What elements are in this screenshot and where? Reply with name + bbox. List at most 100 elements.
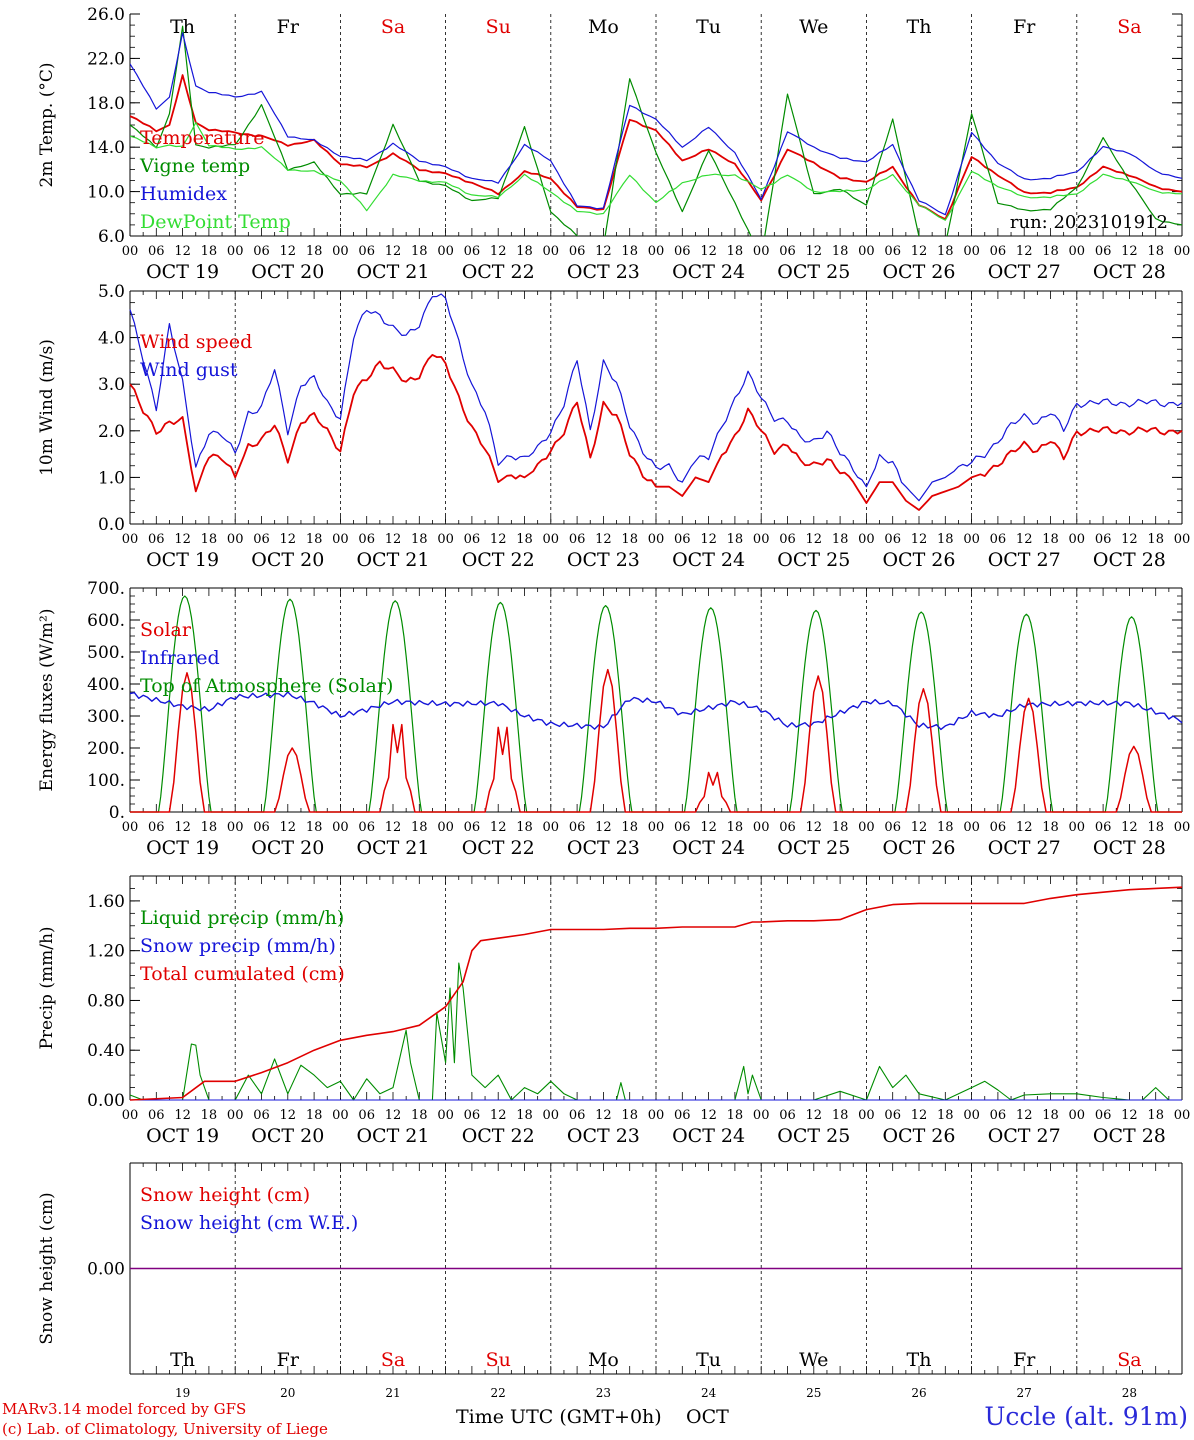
temp-hour-tick-label: 12 — [911, 244, 928, 259]
wind-date-label: OCT 20 — [251, 549, 324, 571]
wind-y-tick-label: 4.0 — [98, 329, 125, 349]
wind-hour-tick-label: 12 — [700, 532, 717, 547]
station-label: Uccle (alt. 91m) — [984, 1402, 1188, 1431]
precip-hour-tick-label: 18 — [1147, 1108, 1164, 1123]
precip-series-liquid-precip-mm-h- — [129, 962, 1182, 1101]
temp-hour-tick-label: 06 — [884, 244, 901, 259]
snow-weekday-label: Sa — [381, 1349, 405, 1371]
precip-hour-tick-label: 06 — [884, 1108, 901, 1123]
precip-hour-tick-label: 12 — [1016, 1108, 1033, 1123]
energy-hour-tick-label: 12 — [1016, 820, 1033, 835]
energy-date-label: OCT 26 — [882, 837, 955, 859]
wind-y-axis-label: 10m Wind (m/s) — [37, 339, 57, 476]
energy-hour-tick-label: 00 — [1069, 820, 1086, 835]
energy-hour-tick-label: 06 — [569, 820, 586, 835]
wind-hour-tick-label: 12 — [1121, 532, 1138, 547]
temp-y-axis-label: 2m Temp. (°C) — [37, 62, 57, 187]
wind-hour-tick-label: 18 — [621, 532, 638, 547]
snow-weekday-label: Mo — [588, 1349, 619, 1371]
wind-y-tick-label: 3.0 — [98, 375, 125, 395]
precip-hour-tick-label: 18 — [411, 1108, 428, 1123]
energy-date-label: OCT 28 — [1093, 837, 1166, 859]
energy-date-label: OCT 20 — [251, 837, 324, 859]
temp-hour-tick-label: 06 — [990, 244, 1007, 259]
precip-hour-tick-label: 18 — [201, 1108, 218, 1123]
wind-hour-tick-label: 18 — [306, 532, 323, 547]
temp-series-humidex — [130, 32, 1182, 216]
energy-hour-tick-label: 06 — [674, 820, 691, 835]
precip-hour-tick-label: 00 — [963, 1108, 980, 1123]
precip-date-label: OCT 23 — [567, 1125, 640, 1147]
precip-y-tick-label: 0.00 — [87, 1091, 125, 1111]
temp-hour-tick-label: 06 — [1095, 244, 1112, 259]
temp-legend-vigne-temp: Vigne temp — [139, 155, 250, 177]
temp-hour-tick-label: 12 — [595, 244, 612, 259]
wind-hour-tick-label: 12 — [490, 532, 507, 547]
wind-hour-tick-label: 18 — [1147, 532, 1164, 547]
wind-hour-tick-label: 18 — [411, 532, 428, 547]
snow-weekday-label: We — [799, 1349, 828, 1371]
energy-hour-tick-label: 00 — [648, 820, 665, 835]
energy-hour-tick-label: 00 — [858, 820, 875, 835]
energy-y-tick-label: 500. — [87, 643, 125, 663]
snow-day-number: 23 — [596, 1386, 611, 1400]
energy-series-solar — [130, 668, 1182, 813]
wind-hour-tick-label: 00 — [227, 532, 244, 547]
temp-hour-tick-label: 18 — [937, 244, 954, 259]
snow-day-number: 19 — [175, 1386, 190, 1400]
precip-hour-tick-label: 00 — [648, 1108, 665, 1123]
precip-hour-tick-label: 12 — [806, 1108, 823, 1123]
precip-date-label: OCT 19 — [146, 1125, 219, 1147]
energy-legend-solar: Solar — [140, 619, 192, 641]
temp-date-label: OCT 20 — [251, 261, 324, 283]
snow-legend-snow-height-cm-: Snow height (cm) — [140, 1184, 310, 1206]
snow-day-number: 22 — [491, 1386, 506, 1400]
temp-hour-tick-label: 12 — [806, 244, 823, 259]
wind-hour-tick-label: 00 — [332, 532, 349, 547]
precip-hour-tick-label: 06 — [1095, 1108, 1112, 1123]
energy-hour-tick-label: 00 — [753, 820, 770, 835]
snow-day-number: 28 — [1122, 1386, 1137, 1400]
precip-hour-tick-label: 18 — [516, 1108, 533, 1123]
energy-series-infrared — [129, 691, 1183, 731]
temp-hour-tick-label: 12 — [1016, 244, 1033, 259]
precip-hour-tick-label: 06 — [674, 1108, 691, 1123]
energy-hour-tick-label: 18 — [832, 820, 849, 835]
temp-y-tick-label: 6.0 — [98, 227, 125, 247]
temp-date-label: OCT 24 — [672, 261, 745, 283]
energy-y-tick-label: 700. — [87, 579, 125, 599]
wind-series-wind-gust — [129, 293, 1183, 502]
energy-date-label: OCT 27 — [988, 837, 1061, 859]
precip-hour-tick-label: 06 — [990, 1108, 1007, 1123]
snow-day-number: 27 — [1017, 1386, 1032, 1400]
temp-date-label: OCT 21 — [356, 261, 429, 283]
precip-hour-tick-label: 06 — [569, 1108, 586, 1123]
wind-hour-tick-label: 12 — [806, 532, 823, 547]
energy-hour-tick-label: 00 — [1174, 820, 1191, 835]
energy-hour-tick-label: 12 — [700, 820, 717, 835]
temp-hour-tick-label: 00 — [1174, 244, 1191, 259]
temp-y-tick-label: 10.0 — [87, 183, 125, 203]
wind-hour-tick-label: 00 — [1069, 532, 1086, 547]
snow-day-number: 25 — [806, 1386, 821, 1400]
wind-hour-tick-label: 06 — [990, 532, 1007, 547]
temp-series-temperature — [130, 74, 1182, 221]
precip-date-label: OCT 27 — [988, 1125, 1061, 1147]
precip-legend-snow-precip-mm-h-: Snow precip (mm/h) — [140, 935, 336, 957]
energy-y-axis-label: Energy fluxes (W/m²) — [37, 609, 57, 792]
energy-hour-tick-label: 18 — [411, 820, 428, 835]
precip-hour-tick-label: 00 — [858, 1108, 875, 1123]
wind-y-tick-label: 5.0 — [98, 282, 125, 302]
temp-weekday-label: Tu — [696, 16, 721, 38]
temp-hour-tick-label: 00 — [753, 244, 770, 259]
precip-hour-tick-label: 18 — [306, 1108, 323, 1123]
wind-date-label: OCT 22 — [462, 549, 535, 571]
energy-hour-tick-label: 18 — [516, 820, 533, 835]
temp-series-vigne-temp — [130, 25, 1182, 236]
precip-date-label: OCT 28 — [1093, 1125, 1166, 1147]
temp-weekday-label: Su — [486, 16, 511, 38]
precip-y-tick-label: 1.60 — [87, 892, 125, 912]
wind-date-label: OCT 21 — [356, 549, 429, 571]
temp-hour-tick-label: 12 — [174, 244, 191, 259]
